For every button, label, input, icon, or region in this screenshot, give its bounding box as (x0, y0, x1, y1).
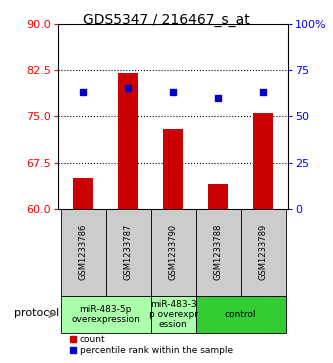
Text: GSM1233788: GSM1233788 (214, 224, 223, 281)
Text: GDS5347 / 216467_s_at: GDS5347 / 216467_s_at (83, 13, 250, 27)
Bar (208, 184, 228, 209)
Bar (196, 296, 286, 333)
Bar (151, 209, 196, 296)
Bar (196, 209, 241, 296)
Bar (73, 178, 93, 209)
Bar (253, 113, 273, 209)
Bar (61, 209, 106, 296)
Bar (106, 209, 151, 296)
Text: GSM1233787: GSM1233787 (124, 224, 133, 281)
Text: miR-483-5p
overexpression: miR-483-5p overexpression (71, 305, 140, 324)
Text: protocol: protocol (14, 307, 59, 318)
Bar (163, 129, 183, 209)
Text: control: control (225, 310, 256, 319)
Text: GSM1233789: GSM1233789 (259, 224, 268, 280)
Bar (151, 296, 196, 333)
Bar (241, 209, 286, 296)
Bar (118, 73, 138, 209)
Bar (61, 296, 151, 333)
Legend: count, percentile rank within the sample: count, percentile rank within the sample (70, 335, 233, 355)
Text: GSM1233790: GSM1233790 (168, 224, 178, 280)
Text: GSM1233786: GSM1233786 (79, 224, 88, 281)
Text: miR-483-3
p overexpr
ession: miR-483-3 p overexpr ession (149, 299, 198, 329)
